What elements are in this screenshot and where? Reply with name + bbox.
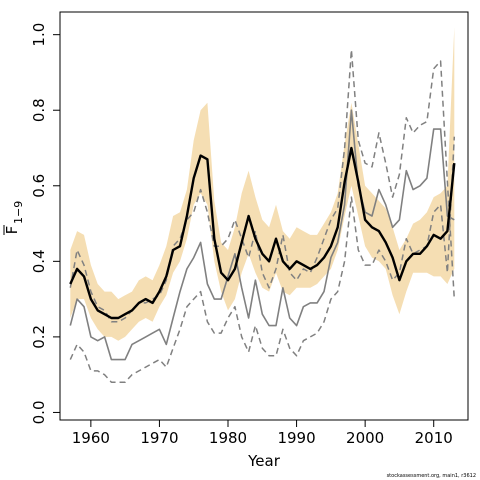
y-tick-label: 0.2 xyxy=(30,325,48,349)
x-tick-label: 1960 xyxy=(72,429,110,447)
y-tick-label: 0.6 xyxy=(30,174,48,198)
y-tick-label: 0.0 xyxy=(30,401,48,425)
y-axis: 0.0 0.2 0.4 0.6 0.8 1.0 xyxy=(30,23,60,425)
confidence-band xyxy=(70,27,455,341)
y-tick-label: 0.8 xyxy=(30,98,48,122)
y-tick-label: 1.0 xyxy=(30,23,48,47)
x-tick-label: 1980 xyxy=(209,429,247,447)
y-axis-title-subscript: 1−9 xyxy=(12,201,25,224)
gray-solid-line xyxy=(69,109,455,361)
x-tick-label: 1990 xyxy=(277,429,315,447)
y-axis-title-main: F xyxy=(3,226,21,235)
plot-frame xyxy=(59,11,469,421)
y-tick-label: 0.4 xyxy=(30,249,48,273)
x-tick-label: 2010 xyxy=(415,429,453,447)
x-tick-label: 2000 xyxy=(346,429,384,447)
chart-marks xyxy=(69,27,456,383)
x-tick-label: 1970 xyxy=(140,429,178,447)
estimate-line xyxy=(69,146,456,320)
x-axis-title: Year xyxy=(247,452,281,470)
credit-text: stockassessment.org, main1, r3612 xyxy=(387,473,476,479)
gray-dashed-line-lower xyxy=(69,136,456,383)
x-axis: 1960 1970 1980 1990 2000 2010 xyxy=(72,420,453,447)
y-axis-title: F 1−9 xyxy=(3,201,25,235)
